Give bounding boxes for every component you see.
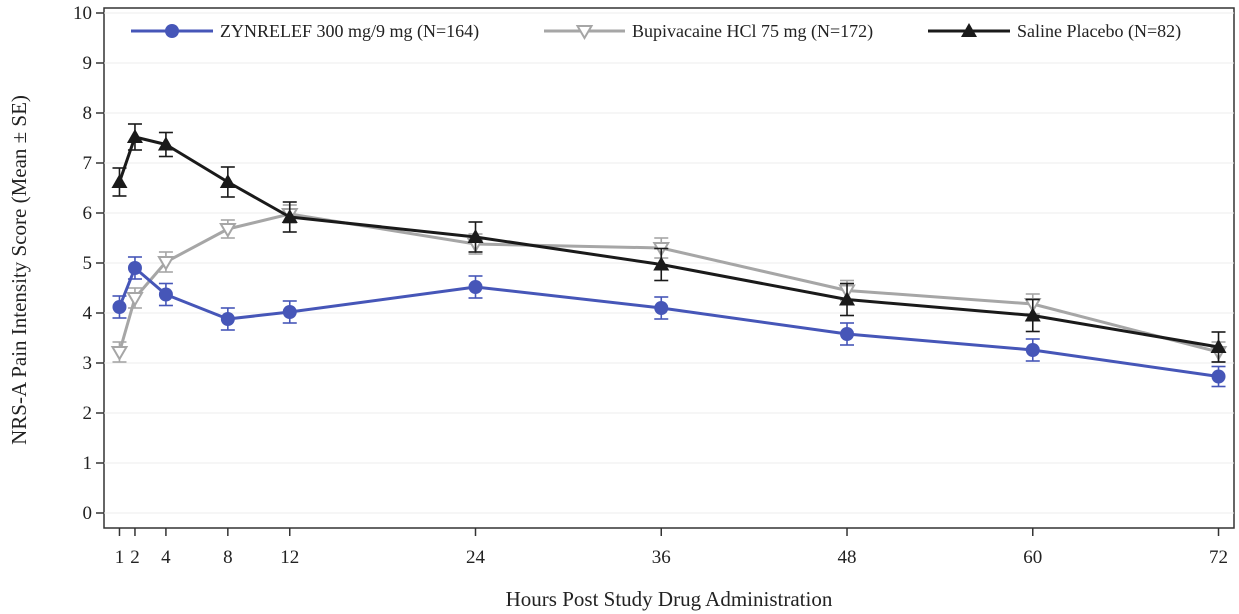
data-point [220, 312, 235, 326]
data-point [653, 256, 670, 271]
y-axis-title: NRS-A Pain Intensity Score (Mean ± SE) [7, 95, 31, 445]
legend-marker [165, 24, 179, 38]
data-point [158, 287, 173, 302]
series-0 [112, 256, 1226, 388]
data-point [110, 346, 129, 361]
plot-frame [103, 7, 1235, 529]
data-point [127, 261, 142, 275]
data-point [126, 129, 143, 143]
legend-label: Saline Placebo (N=82) [1017, 21, 1181, 42]
data-point [840, 327, 855, 341]
x-tick-label: 60 [1023, 547, 1042, 568]
data-point [219, 174, 236, 188]
data-point [112, 300, 127, 314]
x-tick-label: 24 [466, 547, 486, 568]
y-tick-label: 3 [83, 353, 93, 374]
data-point [111, 174, 128, 188]
series-line [118, 135, 1219, 349]
x-tick-label: 4 [161, 547, 171, 568]
y-tick-label: 2 [83, 403, 93, 424]
data-point [1024, 307, 1041, 322]
data-point [654, 301, 669, 315]
series-1 [110, 204, 1228, 363]
y-tick-label: 9 [83, 53, 93, 74]
legend-item: Bupivacaine HCl 75 mg (N=172) [544, 21, 873, 42]
series-line [118, 266, 1219, 378]
y-tick-label: 5 [83, 253, 93, 274]
x-tick-label: 8 [223, 547, 233, 568]
x-tick-label: 1 [115, 547, 125, 568]
series-layer [110, 123, 1228, 388]
legend-label: Bupivacaine HCl 75 mg (N=172) [632, 21, 873, 42]
data-point [1211, 369, 1226, 384]
x-axis-title: Hours Post Study Drug Administration [506, 587, 833, 611]
x-tick-label: 36 [652, 547, 671, 568]
data-point [157, 256, 175, 271]
series-line [118, 212, 1219, 354]
x-tick-label: 2 [130, 547, 140, 568]
y-axis: 0 1 2 3 4 5 6 7 8 9 10 [73, 3, 104, 524]
x-axis: 1 2 4 8 12 24 36 48 60 72 [115, 528, 1228, 568]
y-tick-label: 0 [83, 503, 93, 524]
legend-label: ZYNRELEF 300 mg/9 mg (N=164) [220, 21, 479, 42]
legend-item: ZYNRELEF 300 mg/9 mg (N=164) [131, 21, 479, 42]
y-tick-label: 6 [83, 203, 93, 224]
data-point [1025, 343, 1040, 357]
gridlines [104, 12, 1234, 514]
data-point [467, 229, 484, 243]
data-point [126, 292, 144, 307]
data-point [839, 291, 856, 306]
legend: ZYNRELEF 300 mg/9 mg (N=164) Bupivacaine … [131, 21, 1181, 42]
legend-marker [575, 25, 594, 40]
y-tick-label: 1 [83, 453, 93, 474]
x-tick-label: 72 [1209, 547, 1228, 568]
y-tick-label: 7 [83, 153, 93, 174]
legend-marker [961, 23, 977, 37]
legend-item: Saline Placebo (N=82) [928, 21, 1181, 42]
x-tick-label: 12 [280, 547, 299, 568]
data-point [1210, 339, 1227, 353]
data-point [468, 280, 483, 294]
data-point [219, 223, 237, 238]
y-tick-label: 4 [83, 303, 93, 324]
y-tick-label: 8 [83, 103, 93, 124]
y-tick-label: 10 [73, 3, 92, 24]
data-point [281, 209, 298, 223]
x-tick-label: 48 [838, 547, 857, 568]
series-2 [111, 123, 1227, 363]
data-point [157, 136, 174, 151]
data-point [282, 305, 297, 319]
